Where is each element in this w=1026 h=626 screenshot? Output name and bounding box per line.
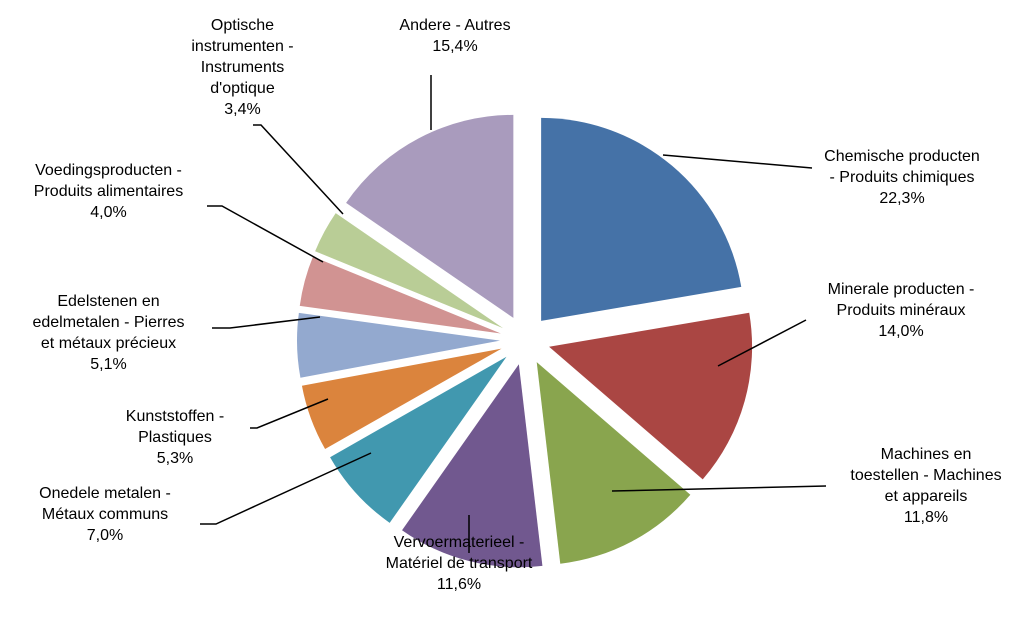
slice-label-line: Vervoermaterieel -: [364, 532, 554, 553]
leader-line-8: [207, 206, 323, 262]
slice-label-line: Machines en: [826, 444, 1026, 465]
slice-label-5: Onedele metalen - Métaux communs 7,0%: [5, 483, 205, 546]
slice-label-line: et métaux précieux: [1, 333, 216, 354]
slice-label-6: Kunststoffen - Plastiques 5,3%: [100, 406, 250, 469]
slice-percent-label: 15,4%: [365, 36, 545, 57]
slice-label-line: Andere - Autres: [365, 15, 545, 36]
slice-percent-label: 5,1%: [1, 354, 216, 375]
slice-label-7: Edelstenen en edelmetalen - Pierres et mét…: [1, 291, 216, 375]
slice-label-line: Optische: [165, 15, 320, 36]
slice-label-line: et appareils: [826, 486, 1026, 507]
slice-label-line: Onedele metalen -: [5, 483, 205, 504]
slice-label-10: Andere - Autres 15,4%: [365, 15, 545, 57]
slice-label-line: Minerale producten -: [806, 279, 996, 300]
slice-label-line: instrumenten -: [165, 36, 320, 57]
slice-label-3: Machines en toestellen - Machines et appar…: [826, 444, 1026, 528]
slice-label-line: Métaux communs: [5, 504, 205, 525]
slice-percent-label: 11,6%: [364, 574, 554, 595]
leader-line-9: [253, 125, 343, 214]
slice-label-line: - Produits chimiques: [812, 167, 992, 188]
slice-label-9: Optische instrumenten - Instruments d'optiq…: [165, 15, 320, 120]
slice-label-2: Minerale producten - Produits minéraux 14,…: [806, 279, 996, 342]
slice-label-line: Produits minéraux: [806, 300, 996, 321]
slice-percent-label: 22,3%: [812, 188, 992, 209]
slice-label-line: Edelstenen en: [1, 291, 216, 312]
slice-label-line: toestellen - Machines: [826, 465, 1026, 486]
leader-line-1: [663, 155, 812, 168]
slice-label-1: Chemische producten - Produits chimiques 2…: [812, 146, 992, 209]
slice-label-8: Voedingsproducten - Produits alimentaires…: [6, 160, 211, 223]
slice-percent-label: 7,0%: [5, 525, 205, 546]
slice-label-line: Voedingsproducten -: [6, 160, 211, 181]
slice-percent-label: 4,0%: [6, 202, 211, 223]
slice-label-line: Matériel de transport: [364, 553, 554, 574]
pie-slice-1: [541, 118, 741, 321]
slice-label-line: Produits alimentaires: [6, 181, 211, 202]
slice-label-line: Plastiques: [100, 427, 250, 448]
slice-label-line: Instruments: [165, 57, 320, 78]
slice-percent-label: 3,4%: [165, 99, 320, 120]
slice-percent-label: 11,8%: [826, 507, 1026, 528]
slice-percent-label: 14,0%: [806, 321, 996, 342]
pie-slices: [297, 115, 752, 567]
slice-label-4: Vervoermaterieel - Matériel de transport 1…: [364, 532, 554, 595]
slice-label-line: Kunststoffen -: [100, 406, 250, 427]
slice-label-line: d'optique: [165, 78, 320, 99]
slice-percent-label: 5,3%: [100, 448, 250, 469]
slice-label-line: Chemische producten: [812, 146, 992, 167]
slice-label-line: edelmetalen - Pierres: [1, 312, 216, 333]
